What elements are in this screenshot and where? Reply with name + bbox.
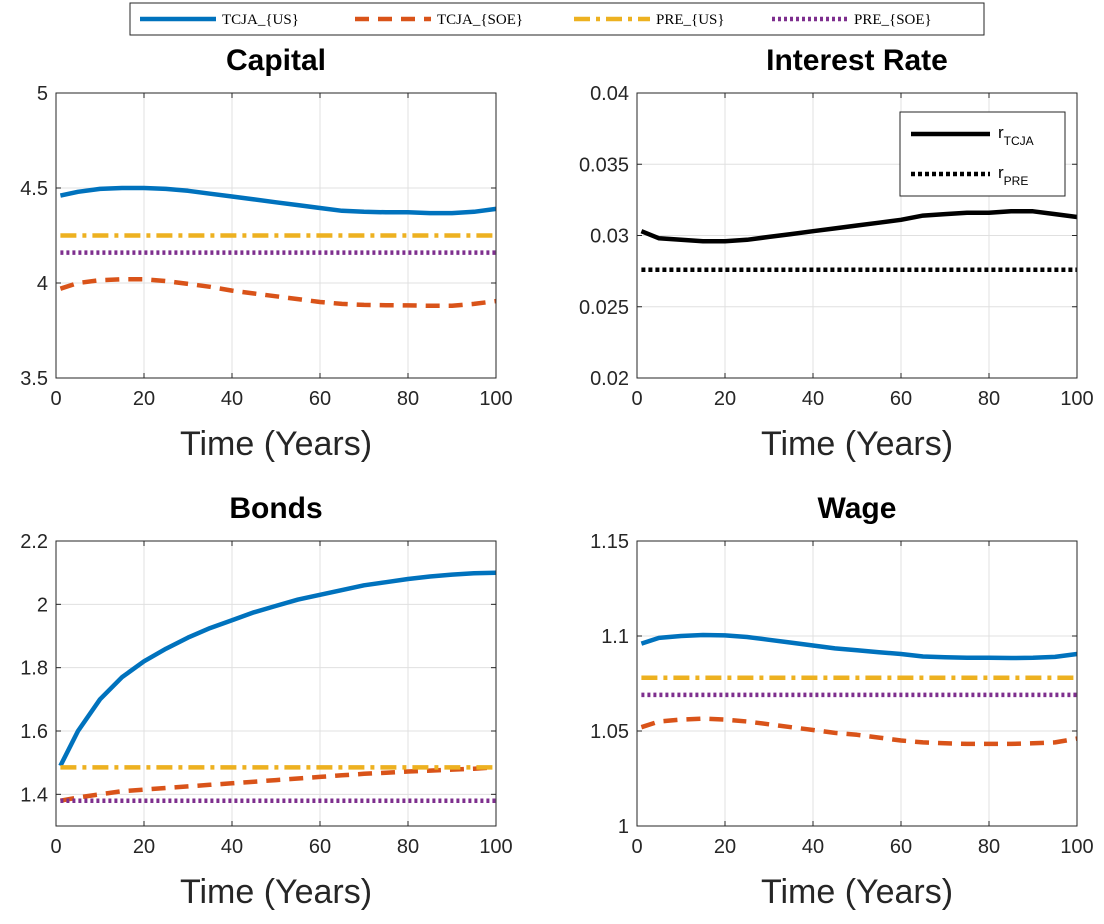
x-tick-label: 0 <box>50 836 61 858</box>
series-line-tcjasoe <box>59 765 497 803</box>
inset-legend-box <box>899 111 1066 197</box>
x-tick-label: 20 <box>714 388 736 410</box>
y-tick-label: 0.035 <box>579 154 629 176</box>
axes-box <box>55 92 497 379</box>
series-line-tcjasoe <box>640 716 1078 747</box>
y-tick-label: 1.6 <box>20 721 48 743</box>
y-tick-label: 0.04 <box>590 83 629 105</box>
x-tick-label: 0 <box>50 388 61 410</box>
y-tick-label: 0.025 <box>579 297 629 319</box>
legend-label-1: TCJA_{SOE} <box>437 12 523 28</box>
y-tick-label: 4.5 <box>20 178 48 200</box>
y-tick-label: 2 <box>37 594 48 616</box>
x-tick-label: 0 <box>631 836 642 858</box>
x-axis-label: Time (Years) <box>180 873 372 911</box>
x-tick-label: 100 <box>1060 388 1093 410</box>
axes-box <box>636 540 1078 827</box>
y-tick-label: 0.02 <box>590 368 629 390</box>
chart-title: Bonds <box>229 492 322 525</box>
inset-legend-label-0: rTCJA <box>998 123 1034 148</box>
x-tick-label: 80 <box>978 388 1000 410</box>
y-tick-label: 0.03 <box>590 226 629 248</box>
chart-title: Interest Rate <box>766 44 948 77</box>
x-tick-label: 100 <box>479 388 512 410</box>
legend-label-3: PRE_{SOE} <box>854 12 932 28</box>
y-tick-label: 3.5 <box>20 368 48 390</box>
x-tick-label: 60 <box>890 388 912 410</box>
x-axis-label: Time (Years) <box>761 873 953 911</box>
inset-legend-sub: TCJA <box>1004 134 1034 148</box>
x-tick-label: 40 <box>802 388 824 410</box>
x-axis-label: Time (Years) <box>180 425 372 463</box>
y-tick-label: 1.4 <box>20 784 48 806</box>
x-tick-label: 20 <box>133 836 155 858</box>
x-tick-label: 20 <box>133 388 155 410</box>
inset-legend-main: r <box>998 163 1004 182</box>
x-tick-label: 0 <box>631 388 642 410</box>
inset-legend-sub: PRE <box>1004 174 1029 188</box>
y-tick-label: 2.2 <box>20 531 48 553</box>
x-tick-label: 60 <box>309 388 331 410</box>
legend-box <box>129 2 985 36</box>
x-tick-label: 80 <box>397 836 419 858</box>
panel-wage: 0 20 40 60 80 100 1 1.05 1.1 1.15 Wage Time (Years) <box>590 492 1094 911</box>
x-tick-label: 20 <box>714 836 736 858</box>
inset-legend-main: r <box>998 123 1004 142</box>
plot-area <box>56 541 496 826</box>
legend-label-2: PRE_{US} <box>656 12 725 28</box>
series-line-tcjasoe <box>59 276 497 309</box>
x-tick-label: 40 <box>221 836 243 858</box>
y-tick-label: 1.8 <box>20 658 48 680</box>
chart-title: Wage <box>818 492 897 525</box>
panel-capital: 0 20 40 60 80 100 3.5 4 4.5 5 Capital Time (Years) <box>20 44 513 463</box>
y-tick-label: 1.05 <box>590 721 629 743</box>
x-tick-label: 60 <box>890 836 912 858</box>
x-tick-label: 40 <box>802 836 824 858</box>
axes-box <box>55 540 497 827</box>
panel-interest-rate: 0 20 40 60 80 100 0.02 0.025 0.03 0.035 0.04 Intere… <box>579 44 1094 463</box>
legend: TCJA_{US} TCJA_{SOE} PRE_{US} PRE_{SOE} <box>129 2 985 36</box>
legend-label-0: TCJA_{US} <box>222 12 299 28</box>
x-tick-label: 80 <box>397 388 419 410</box>
y-tick-label: 1.1 <box>601 626 629 648</box>
x-tick-label: 80 <box>978 836 1000 858</box>
series-line-tcjaus <box>59 185 497 216</box>
y-tick-label: 1 <box>618 816 629 838</box>
x-tick-label: 60 <box>309 836 331 858</box>
series-line-tcjaus <box>58 570 497 767</box>
y-tick-label: 4 <box>37 273 48 295</box>
series-line-tcjaus <box>640 632 1078 661</box>
x-tick-label: 100 <box>1060 836 1093 858</box>
plot-area <box>637 541 1077 826</box>
y-tick-label: 5 <box>37 83 48 105</box>
panel-bonds: 0 20 40 60 80 100 1.4 1.6 1.8 2 2.2 Bonds Time (Year… <box>20 492 513 911</box>
series-line-rtcja <box>640 209 1078 244</box>
chart-title: Capital <box>226 44 326 77</box>
inset-legend-label-1: rPRE <box>998 163 1028 188</box>
x-axis-label: Time (Years) <box>761 425 953 463</box>
x-tick-label: 40 <box>221 388 243 410</box>
x-tick-label: 100 <box>479 836 512 858</box>
y-tick-label: 1.15 <box>590 531 629 553</box>
